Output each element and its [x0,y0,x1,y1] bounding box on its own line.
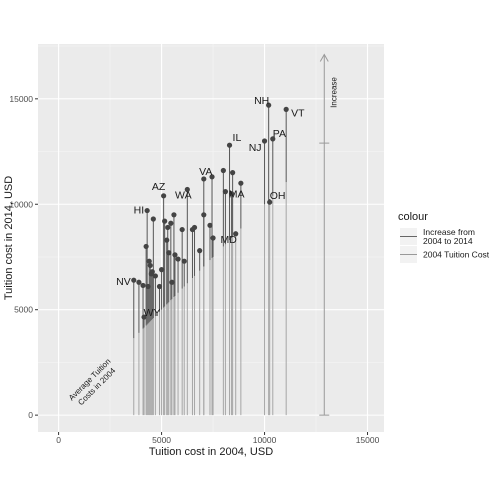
point-labels: NV WY HI AZ WA VA IL MA MD NJ NH OH PA VT [116,95,305,319]
data-point [168,220,174,226]
point-label-ma: MA [229,189,245,201]
data-point [201,212,207,218]
point-label-va: VA [199,166,212,178]
data-point [179,226,185,233]
data-point [144,207,150,214]
data-point [233,231,239,237]
data-point [161,193,167,199]
data-point [152,273,158,279]
point-label-az: AZ [152,181,166,193]
point-label-pa: PA [273,128,286,140]
data-point [226,142,233,148]
data-point [165,224,171,231]
data-point [197,248,203,254]
y-tick-label: 5000 [14,305,33,315]
data-point [283,106,289,112]
point-label-nh: NH [254,95,269,107]
data-point [228,191,235,197]
data-point [131,277,137,283]
data-point [146,258,152,264]
data-point [136,279,142,285]
data-point [191,224,198,231]
data-point [141,314,147,320]
legend-label: 2004 to 2014 [423,236,473,246]
point-label-nj: NJ [249,142,262,154]
data-points [131,102,289,320]
x-tick-label: 10000 [253,435,277,445]
data-point [169,279,175,285]
x-tick-label: 0 [56,435,61,445]
x-tick-label: 5000 [152,435,171,445]
data-point [172,252,178,258]
point-label-vt: VT [291,107,305,119]
x-axis-label: Tuition cost in 2004, USD [149,446,273,458]
point-label-wy: WY [144,307,161,319]
arrow-head [319,53,329,62]
data-point [220,167,226,174]
data-point [238,180,244,186]
data-point [143,243,149,250]
increase-arrow: Increase [319,53,338,416]
data-point [164,237,170,243]
x-tick-label: 15000 [356,435,380,445]
legend-label: 2004 Tuition Cost [423,250,490,260]
y-tick-label: 15000 [9,94,33,104]
data-point [145,283,151,290]
point-label-nv: NV [116,276,131,288]
data-point [184,186,190,193]
data-point [230,170,236,176]
point-label-hi: HI [134,205,145,217]
data-point [162,218,168,224]
y-tick-label: 0 [28,410,33,420]
point-label-wa: WA [175,190,192,202]
data-point [156,283,163,290]
data-point [181,258,187,264]
data-point [209,174,215,180]
data-point [147,262,153,269]
data-point [267,199,273,205]
y-axis-label: Tuition cost in 2014, USD [3,176,15,300]
point-label-il: IL [233,132,242,144]
data-point [140,282,146,289]
data-point [150,216,156,222]
legend-label: Increase from [423,227,475,237]
legend-title: colour [398,211,428,223]
point-label-md: MD [221,234,238,246]
data-point [207,222,213,228]
data-point [222,189,229,195]
data-point [166,250,172,256]
data-point [210,235,216,241]
data-point [270,136,276,142]
data-point [266,102,272,108]
data-point [171,212,177,218]
data-point [175,256,181,262]
axes: 0 5000 10000 15000 0 5000 10000 15000 Tuition co… [3,94,380,458]
data-point [158,267,165,273]
arrow-label: Increase [329,77,338,108]
data-point [201,176,207,182]
segments-2004-cost [133,182,287,416]
y-tick-label: 10000 [9,199,33,209]
point-label-oh: OH [270,190,286,202]
data-point [149,269,155,275]
data-point [261,138,268,144]
